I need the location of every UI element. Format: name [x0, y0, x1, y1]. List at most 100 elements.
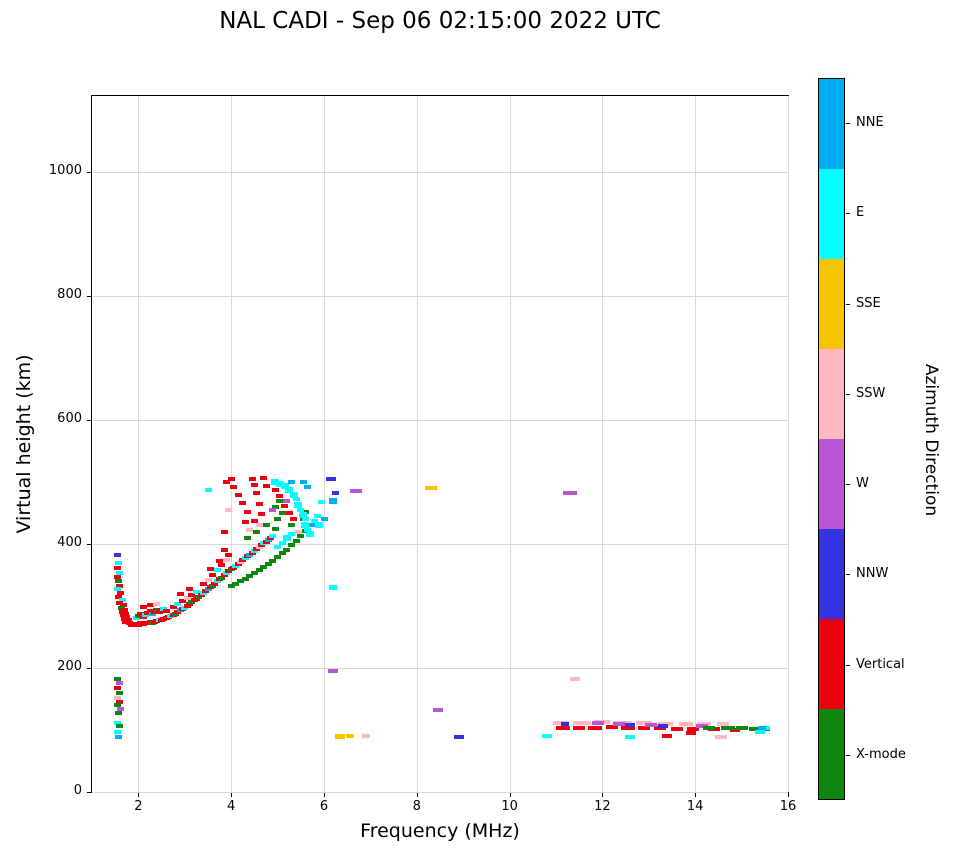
data-point: [115, 734, 123, 739]
data-point: [116, 583, 124, 588]
x-tick-label: 2: [134, 799, 143, 814]
data-point: [162, 609, 170, 614]
data-point: [292, 538, 300, 543]
data-point: [432, 707, 443, 712]
data-point: [243, 535, 251, 540]
data-point: [320, 517, 328, 522]
data-point: [636, 721, 653, 726]
data-point: [569, 676, 580, 681]
data-point: [717, 722, 730, 727]
data-point: [657, 721, 674, 726]
data-point: [114, 565, 122, 570]
data-point: [748, 726, 763, 731]
data-point: [283, 498, 291, 503]
data-point: [686, 726, 699, 731]
x-tick-mark: [231, 792, 233, 797]
data-point: [290, 517, 298, 522]
data-point: [285, 486, 294, 493]
data-point: [160, 606, 168, 611]
data-point: [211, 581, 219, 586]
data-point: [555, 725, 570, 730]
data-point: [605, 724, 618, 729]
y-tick-mark: [87, 792, 92, 793]
gridline-vertical: [788, 96, 789, 792]
data-point: [255, 502, 263, 507]
data-point: [230, 485, 238, 490]
data-point: [225, 553, 233, 558]
data-point: [657, 724, 668, 729]
x-tick-label: 4: [227, 799, 236, 814]
data-point: [236, 579, 244, 584]
colorbar-tick: [846, 393, 850, 395]
data-point: [283, 547, 291, 552]
data-point: [278, 540, 286, 545]
data-point: [255, 568, 263, 573]
data-point: [541, 734, 552, 739]
data-point: [169, 605, 177, 610]
data-point: [139, 605, 147, 610]
data-point: [288, 532, 296, 537]
data-point: [662, 734, 673, 739]
gridline-horizontal: [92, 544, 788, 546]
x-tick-label: 12: [594, 799, 611, 814]
data-point: [116, 680, 124, 685]
data-point: [174, 602, 182, 607]
colorbar-segment-NNW: [819, 529, 844, 619]
data-point: [625, 735, 636, 740]
data-point: [288, 523, 296, 528]
data-point: [262, 523, 270, 528]
data-point: [289, 491, 298, 498]
data-point: [153, 607, 161, 612]
data-point: [313, 514, 321, 519]
data-point: [299, 480, 307, 485]
data-point: [332, 491, 340, 496]
gridline-horizontal: [92, 296, 788, 298]
data-point: [292, 497, 300, 502]
data-point: [114, 676, 122, 681]
y-tick-label: 800: [57, 287, 82, 303]
x-tick-mark: [695, 792, 697, 797]
x-tick-mark: [416, 792, 418, 797]
data-point: [227, 477, 235, 482]
data-point: [153, 601, 161, 606]
data-point: [308, 523, 316, 528]
data-point: [250, 571, 258, 576]
gridline-vertical: [231, 96, 233, 792]
colorbar-segment-SSE: [819, 259, 844, 349]
data-point: [304, 527, 312, 532]
data-point: [117, 591, 125, 596]
data-point: [255, 523, 263, 528]
data-point: [301, 517, 309, 522]
data-point: [114, 574, 122, 579]
data-point: [223, 480, 231, 485]
colorbar-label: X-mode: [856, 746, 906, 762]
colorbar-label: W: [856, 476, 869, 492]
y-tick-mark: [87, 420, 92, 422]
data-point: [311, 518, 319, 523]
data-point: [204, 578, 212, 583]
azimuth-colorbar: [818, 78, 845, 800]
y-tick-mark: [87, 544, 92, 546]
data-point: [274, 517, 282, 522]
data-point: [257, 512, 265, 517]
colorbar-label: Vertical: [856, 656, 905, 672]
data-point: [294, 502, 303, 509]
gridline-vertical: [695, 96, 697, 792]
data-point: [246, 574, 254, 579]
data-point: [561, 721, 570, 726]
data-point: [294, 529, 302, 534]
data-point: [325, 477, 336, 482]
data-point: [115, 594, 123, 599]
colorbar-segment-X-mode: [819, 709, 844, 799]
data-point: [274, 544, 282, 549]
data-point: [278, 511, 286, 516]
data-point: [146, 609, 154, 614]
data-point: [276, 498, 284, 503]
colorbar-tick: [846, 303, 850, 305]
gridline-vertical: [324, 96, 325, 792]
data-point: [250, 518, 258, 523]
data-point: [116, 724, 124, 729]
data-point: [260, 565, 268, 570]
data-point: [278, 551, 286, 556]
